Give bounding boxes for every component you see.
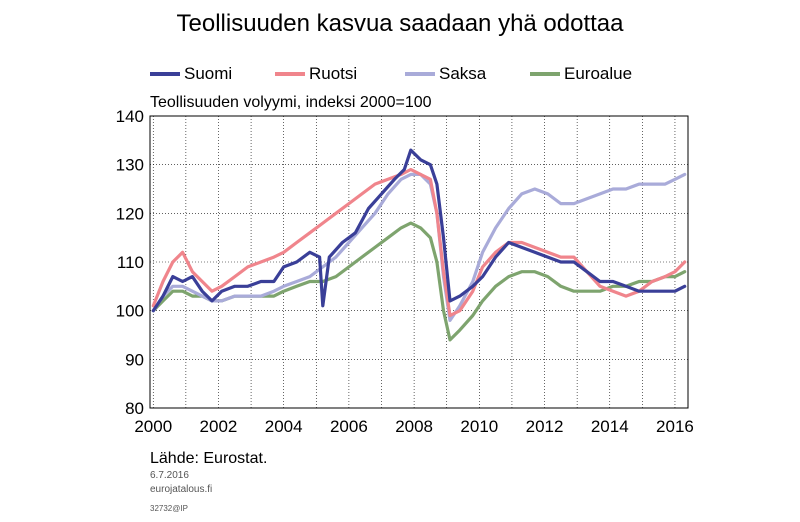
legend-label-suomi: Suomi bbox=[184, 64, 233, 83]
x-tick-label-2012: 2012 bbox=[526, 417, 564, 436]
legend-label-ruotsi: Ruotsi bbox=[309, 64, 358, 83]
y-tick-label-90: 90 bbox=[125, 350, 144, 369]
x-tick-label-2008: 2008 bbox=[395, 417, 433, 436]
site-name: eurojatalous.fi bbox=[150, 484, 213, 495]
legend-label-euroalue: Euroalue bbox=[564, 64, 633, 83]
x-tick-label-2002: 2002 bbox=[200, 417, 238, 436]
x-tick-label-2014: 2014 bbox=[591, 417, 629, 436]
y-tick-label-100: 100 bbox=[116, 302, 144, 321]
legend-swatch-euroalue bbox=[530, 72, 560, 76]
source-note: Lähde: Eurostat. bbox=[150, 450, 268, 467]
chart-code: 32732@IP bbox=[150, 504, 188, 513]
y-tick-label-140: 140 bbox=[116, 107, 144, 126]
y-tick-label-110: 110 bbox=[117, 253, 144, 272]
x-tick-label-2004: 2004 bbox=[265, 417, 303, 436]
x-tick-label-2016: 2016 bbox=[656, 417, 694, 436]
legend: Suomi Ruotsi Saksa Euroalue bbox=[150, 64, 710, 84]
x-tick-label-2000: 2000 bbox=[134, 417, 172, 436]
x-tick-label-2010: 2010 bbox=[460, 417, 498, 436]
plot-frame bbox=[149, 115, 689, 409]
legend-item-suomi: Suomi bbox=[150, 64, 232, 84]
chart-subtitle: Teollisuuden volyymi, indeksi 2000=100 bbox=[150, 94, 432, 111]
y-tick-label-120: 120 bbox=[116, 204, 144, 223]
series-line-saksa bbox=[151, 172, 687, 322]
legend-label-saksa: Saksa bbox=[439, 64, 487, 83]
legend-item-euroalue: Euroalue bbox=[530, 64, 632, 84]
legend-swatch-saksa bbox=[405, 72, 435, 76]
y-tick-label-130: 130 bbox=[116, 156, 144, 175]
legend-item-ruotsi: Ruotsi bbox=[275, 64, 357, 84]
x-tick-label-2006: 2006 bbox=[330, 417, 368, 436]
series-line-suomi bbox=[151, 148, 687, 313]
line-chart: 80 90 100 110 120 130 140 2000 2002 2004 2006 2008 2… bbox=[116, 107, 694, 436]
legend-item-saksa: Saksa bbox=[405, 64, 486, 84]
y-tick-label-80: 80 bbox=[125, 399, 144, 418]
legend-swatch-ruotsi bbox=[275, 72, 305, 76]
chart-title: Teollisuuden kasvua saadaan yhä odottaa bbox=[176, 10, 624, 37]
legend-swatch-suomi bbox=[150, 72, 180, 76]
publish-date: 6.7.2016 bbox=[150, 470, 189, 481]
